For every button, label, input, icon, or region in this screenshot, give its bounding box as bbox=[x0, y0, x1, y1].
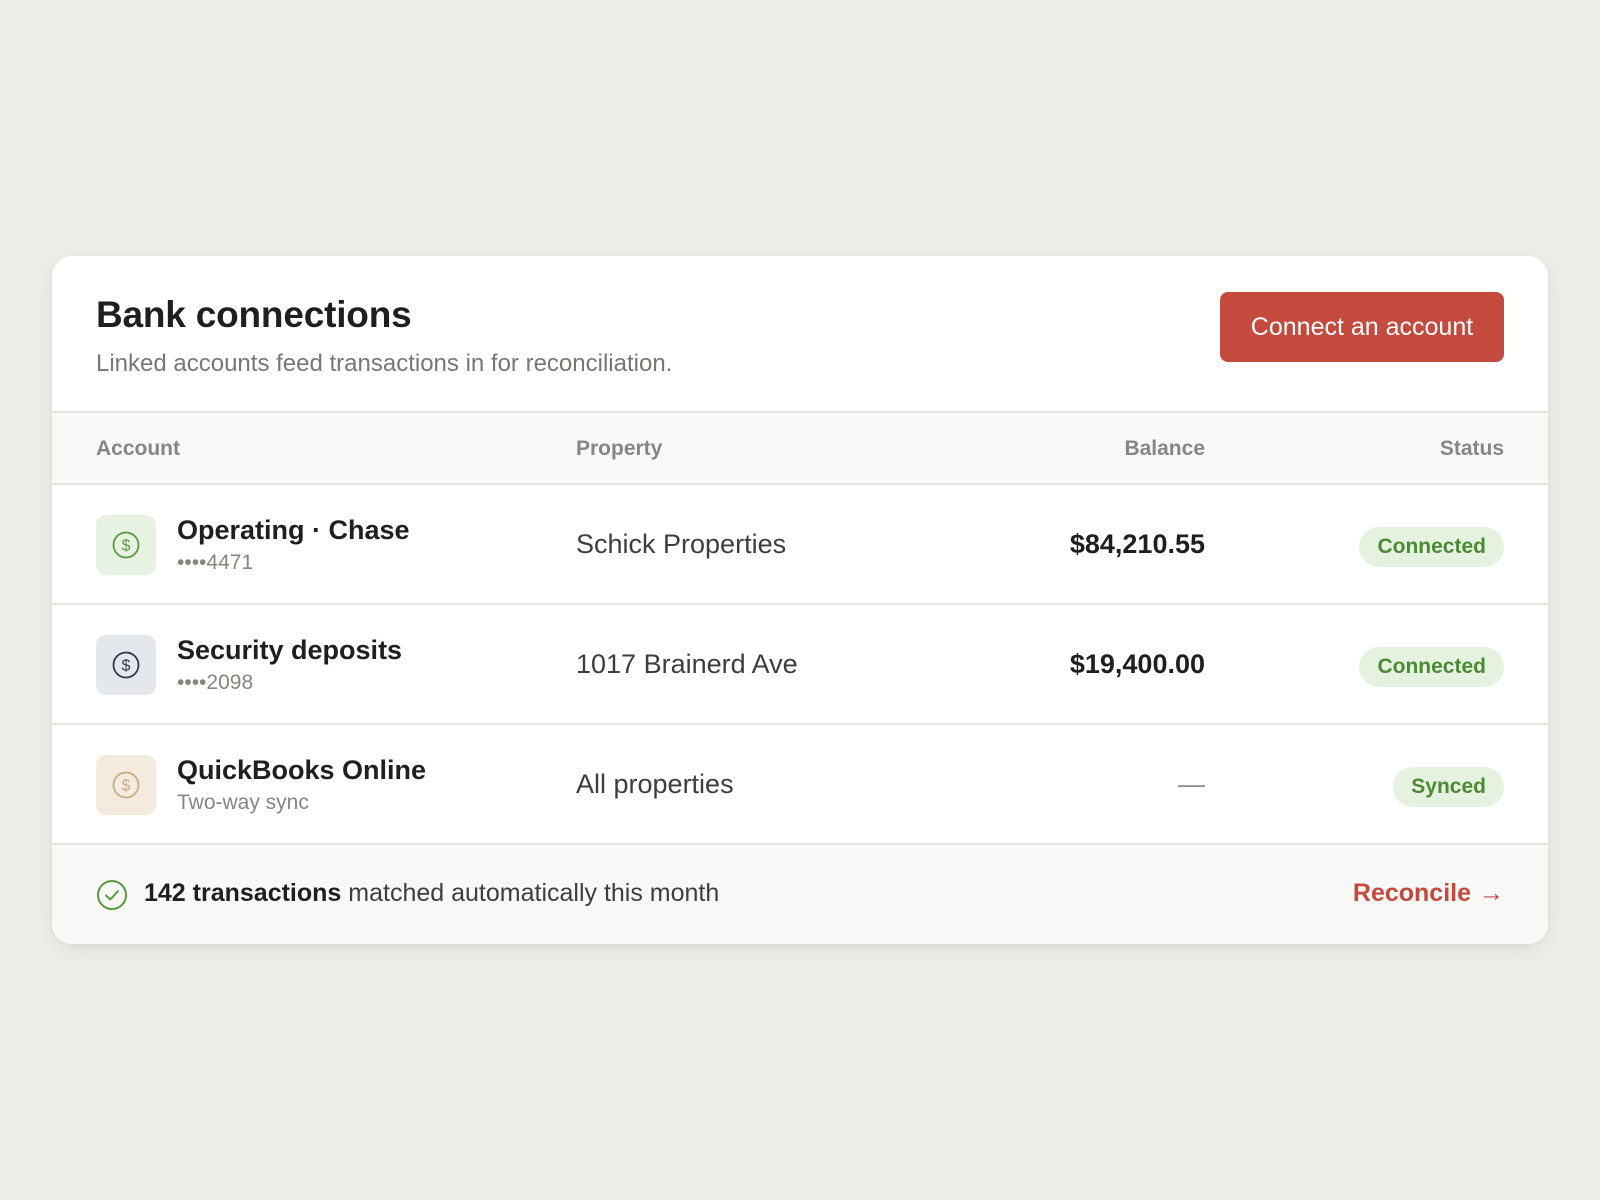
svg-text:$: $ bbox=[122, 658, 131, 675]
account-number: ••••4471 bbox=[177, 551, 254, 574]
table-row[interactable]: $ Operating · Chase ••••4471 Schick Prop… bbox=[52, 485, 1548, 605]
dollar-circle-icon: $ bbox=[112, 651, 140, 679]
account-icon-box: $ bbox=[96, 755, 156, 815]
bank-connections-card: Bank connections Linked accounts feed tr… bbox=[52, 256, 1548, 944]
svg-text:$: $ bbox=[122, 778, 131, 795]
account-icon-box: $ bbox=[96, 635, 156, 695]
status-badge: Connected bbox=[1359, 647, 1504, 687]
arrow-right-icon: → bbox=[1479, 879, 1504, 907]
account-balance: $19,400.00 bbox=[1069, 649, 1205, 679]
account-name: QuickBooks Online bbox=[177, 755, 427, 785]
column-header-property: Property bbox=[576, 437, 663, 460]
column-header-status: Status bbox=[1439, 437, 1504, 460]
column-header-account: Account bbox=[96, 437, 180, 460]
card-header: Bank connections Linked accounts feed tr… bbox=[52, 256, 1548, 411]
reconcile-link[interactable]: Reconcile → bbox=[1353, 879, 1504, 908]
table-row[interactable]: $ Security deposits ••••2098 1017 Braine… bbox=[52, 605, 1548, 725]
account-icon-box: $ bbox=[96, 515, 156, 575]
match-summary-text: matched automatically this month bbox=[341, 879, 720, 907]
page-subtitle: Linked accounts feed transactions in for… bbox=[96, 350, 673, 377]
status-badge: Synced bbox=[1393, 767, 1504, 807]
table-row[interactable]: $ QuickBooks Online Two-way sync All pro… bbox=[52, 725, 1548, 845]
svg-text:$: $ bbox=[122, 538, 131, 555]
reconcile-label: Reconcile bbox=[1352, 879, 1471, 907]
property-name: All properties bbox=[576, 769, 734, 799]
connect-account-button[interactable]: Connect an account bbox=[1220, 292, 1504, 362]
account-sync-mode: Two-way sync bbox=[177, 791, 309, 814]
property-name: Schick Properties bbox=[576, 529, 787, 559]
check-circle-icon bbox=[97, 880, 127, 910]
account-name: Security deposits bbox=[177, 635, 403, 665]
account-balance: — bbox=[1178, 769, 1205, 799]
table-header: Account Property Balance Status bbox=[52, 411, 1548, 485]
card-footer: 142 transactions matched automatically t… bbox=[52, 845, 1548, 944]
status-badge: Connected bbox=[1359, 527, 1504, 567]
account-name: Operating · Chase bbox=[177, 515, 410, 545]
account-number: ••••2098 bbox=[177, 671, 254, 694]
property-name: 1017 Brainerd Ave bbox=[576, 649, 798, 679]
page-title: Bank connections bbox=[96, 294, 412, 335]
match-summary: 142 transactions matched automatically t… bbox=[144, 879, 719, 908]
match-count: 142 transactions bbox=[144, 879, 342, 907]
dollar-circle-icon: $ bbox=[112, 531, 140, 559]
column-header-balance: Balance bbox=[1124, 437, 1205, 460]
account-balance: $84,210.55 bbox=[1069, 529, 1205, 559]
dollar-circle-icon: $ bbox=[112, 771, 140, 799]
